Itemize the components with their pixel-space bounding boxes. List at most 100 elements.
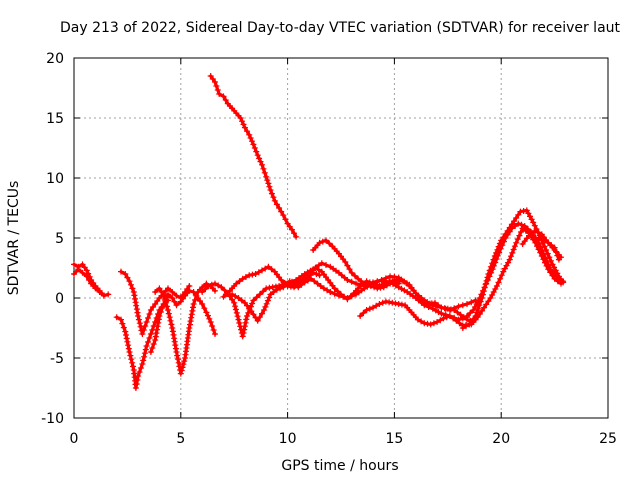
data-point [244, 313, 250, 319]
data-point [163, 294, 170, 301]
data-point [140, 327, 147, 333]
data-point [254, 317, 261, 324]
data-point [323, 262, 329, 268]
data-point [468, 299, 475, 306]
data-point [442, 311, 449, 318]
data-point [486, 273, 493, 280]
data-point [92, 285, 99, 292]
data-point [158, 289, 165, 295]
data-point [239, 118, 245, 125]
y-tick-label: 20 [46, 51, 64, 67]
x-tick-label: 5 [176, 431, 185, 447]
data-point [543, 247, 550, 253]
data-point [264, 177, 271, 184]
data-point [319, 238, 326, 245]
data-point [177, 370, 184, 377]
data-point [146, 311, 153, 317]
data-point [231, 299, 238, 306]
data-point [515, 211, 522, 218]
data-point [237, 115, 244, 121]
data-point [476, 295, 483, 301]
data-point [551, 244, 558, 251]
data-point [246, 131, 253, 138]
data-point [156, 313, 163, 319]
data-point [242, 274, 249, 280]
data-point [456, 320, 463, 327]
data-point [242, 319, 249, 326]
data-point [313, 271, 320, 277]
data-point [210, 327, 217, 333]
data-point [145, 315, 151, 321]
data-point [357, 313, 364, 319]
data-point [203, 309, 210, 316]
data-point [317, 283, 324, 289]
data-point [475, 305, 482, 312]
data-point [205, 283, 212, 289]
data-point [232, 293, 239, 300]
data-point [119, 320, 126, 327]
data-point [514, 236, 521, 243]
series-track-7 [207, 73, 300, 240]
data-point [379, 299, 386, 306]
data-point [213, 83, 220, 89]
data-point [128, 356, 135, 363]
data-point [348, 293, 355, 300]
data-point [120, 324, 127, 331]
data-point [145, 339, 151, 345]
data-point [344, 262, 351, 269]
data-point [165, 285, 171, 292]
data-point [278, 208, 285, 215]
data-point [270, 289, 277, 295]
data-point [459, 325, 466, 331]
data-point [165, 291, 171, 298]
data-point [257, 158, 264, 165]
data-point [541, 243, 548, 250]
data-point [548, 242, 555, 249]
series-track-14 [327, 277, 470, 323]
data-point [483, 280, 490, 287]
data-point [122, 271, 129, 277]
data-point [280, 212, 287, 219]
data-point [324, 287, 331, 294]
data-point [490, 262, 497, 269]
data-point [128, 281, 134, 288]
data-point [512, 223, 519, 229]
data-point [497, 245, 504, 252]
data-point [96, 289, 103, 295]
data-point [331, 285, 338, 292]
data-point [273, 286, 280, 293]
data-point [551, 275, 558, 282]
data-point [515, 220, 522, 227]
data-point [79, 269, 86, 276]
data-point [360, 310, 367, 316]
data-point [495, 279, 502, 286]
data-point [248, 308, 255, 315]
data-point [130, 363, 136, 370]
data-point [186, 325, 193, 331]
data-point [348, 269, 355, 276]
x-tick-label: 0 [70, 431, 79, 447]
data-point [488, 269, 495, 276]
data-point [451, 307, 458, 313]
data-point [105, 291, 112, 298]
data-point [125, 342, 132, 349]
data-point [455, 303, 462, 310]
data-point [479, 307, 485, 314]
data-point [139, 331, 146, 337]
data-point [498, 272, 505, 279]
data-point [366, 305, 373, 312]
data-point [222, 97, 229, 103]
data-point [430, 320, 437, 327]
data-point [136, 320, 143, 327]
data-point [540, 256, 547, 263]
data-point [522, 227, 529, 234]
data-point [504, 231, 511, 238]
data-point [181, 358, 188, 365]
data-point [134, 377, 141, 383]
data-point [318, 260, 325, 267]
x-tick-label: 10 [279, 431, 297, 447]
data-point [554, 278, 561, 285]
data-point [216, 91, 223, 97]
data-point [543, 262, 550, 269]
